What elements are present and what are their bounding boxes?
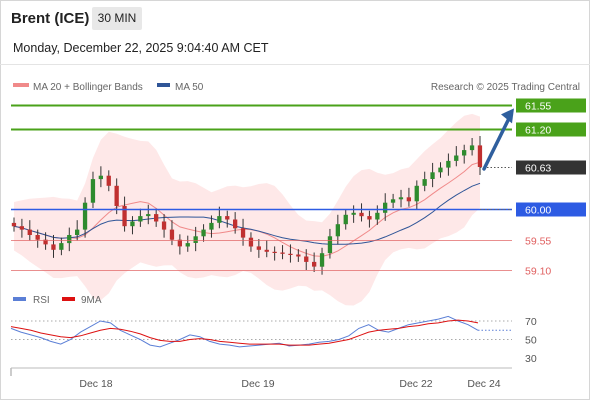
candle-body (469, 145, 475, 151)
candle-body (280, 252, 285, 254)
rsi-tick-label: 50 (525, 335, 537, 347)
candle-body (414, 185, 419, 202)
candle-body (106, 175, 111, 186)
rsi-legend-label: RSI (33, 295, 50, 306)
candle-body (390, 199, 396, 203)
candle-body (59, 243, 64, 250)
instrument-title: Brent (ICE) (11, 10, 90, 27)
candle-body (225, 216, 230, 220)
header-divider (0, 64, 590, 65)
candle-body (446, 160, 451, 168)
candle-body (19, 226, 24, 230)
candle-body (27, 229, 32, 235)
levels-layer: 61.55 61.20 60.63 60.00 59.55 59.10 (11, 98, 586, 278)
candle-body (51, 244, 56, 250)
level-label-box (516, 202, 586, 217)
rsi-layer: 70 50 30 (10, 315, 537, 365)
level-label-box (516, 160, 586, 175)
candle-body (122, 206, 127, 227)
forecast-arrow-shaft (482, 114, 512, 171)
candle-body (383, 202, 388, 213)
ma20-legend-swatch (13, 83, 29, 87)
candle-body (422, 179, 427, 186)
rsi-ma-line (10, 319, 479, 346)
candle-body (75, 229, 80, 235)
candle-body (35, 235, 40, 240)
candle-body (288, 253, 293, 255)
candle-body (351, 212, 356, 215)
candle-body (217, 216, 222, 223)
candle-body (272, 251, 277, 253)
candle-body (185, 243, 190, 247)
candle-body (430, 172, 435, 179)
candle-body (130, 221, 135, 227)
candle-body (335, 224, 340, 237)
candle-body (193, 236, 198, 243)
candle-body (398, 197, 404, 200)
candle-body (177, 239, 182, 247)
x-tick-label: Dec 22 (399, 378, 432, 390)
candle-body (43, 239, 48, 245)
candle-body (477, 145, 483, 167)
candle-body (11, 222, 17, 227)
candle-body (154, 214, 159, 222)
candle-body (327, 236, 333, 254)
candle-body (406, 197, 411, 202)
rsi-tick-label: 30 (525, 353, 537, 365)
rsi-ma-legend-label: 9MA (81, 295, 102, 306)
rsi-ma-legend-swatch (62, 297, 75, 301)
candle-body (312, 261, 317, 267)
rsi-legend-swatch (13, 297, 26, 301)
candle-body (264, 249, 269, 252)
level-label: 59.10 (525, 266, 551, 278)
ma50-line (13, 182, 481, 245)
candle-body (98, 175, 103, 180)
level-label: 59.55 (525, 236, 551, 248)
candle-body (438, 167, 443, 173)
candle-body (240, 228, 246, 238)
candle-body (359, 212, 364, 217)
candle-body (375, 212, 380, 220)
candle-body (209, 222, 214, 230)
candle-body (454, 155, 459, 161)
x-tick-label: Dec 24 (467, 378, 500, 390)
level-label: 61.55 (525, 101, 551, 113)
candle-body (233, 219, 238, 229)
level-label-box (516, 122, 586, 137)
candle-body (343, 214, 348, 225)
candle-body (462, 150, 467, 156)
datetime-label: Monday, December 22, 2025 9:04:40 AM CET (13, 41, 269, 55)
candle-body (201, 229, 206, 237)
ma50-legend-swatch (157, 83, 170, 87)
credit-label: Research © 2025 Trading Central (431, 82, 580, 93)
level-label: 61.20 (525, 125, 551, 137)
level-label-box (516, 98, 586, 113)
candle-body (67, 235, 72, 244)
ma50-legend-label: MA 50 (175, 82, 204, 93)
candle-body (304, 256, 309, 262)
candle-body (146, 214, 151, 217)
x-tick-label: Dec 18 (79, 378, 112, 390)
candle-body (114, 185, 119, 206)
candle-body (367, 216, 372, 220)
candle-body (90, 179, 96, 203)
candle-body (82, 202, 88, 230)
level-label: 60.63 (525, 163, 551, 175)
x-tick-label: Dec 19 (241, 378, 274, 390)
candle-body (138, 216, 143, 222)
candle-body (248, 237, 254, 247)
level-label: 60.00 (525, 205, 551, 217)
rsi-tick-label: 70 (525, 316, 537, 328)
forecast-arrow-head (501, 108, 514, 124)
candle-body (169, 229, 175, 240)
candle-body (296, 254, 301, 257)
timeframe-button[interactable]: 30 MIN (92, 7, 142, 30)
candle-body (319, 253, 325, 267)
candle-body (256, 246, 261, 250)
candle-body (161, 221, 167, 230)
ma20-legend-label: MA 20 + Bollinger Bands (33, 82, 143, 93)
